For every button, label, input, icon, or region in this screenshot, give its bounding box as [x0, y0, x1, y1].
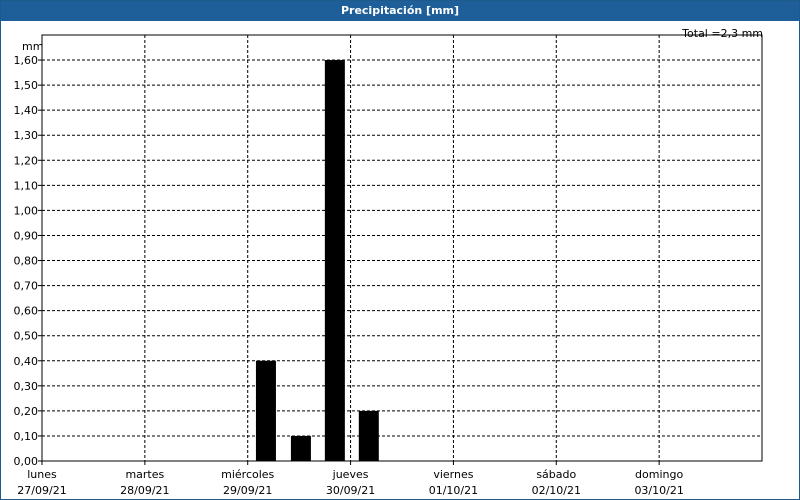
x-date-label: 03/10/21	[634, 484, 683, 497]
x-day-label: viernes	[433, 468, 473, 481]
plot-border	[41, 34, 763, 462]
precip-bar	[255, 360, 276, 461]
x-date-label: 02/10/21	[532, 484, 581, 497]
precip-bar	[324, 60, 345, 461]
x-date-label: 30/09/21	[326, 484, 375, 497]
y-tick-label: 0,30	[14, 380, 39, 393]
y-tick-label: 0,40	[14, 355, 39, 368]
x-day-label: jueves	[332, 468, 369, 481]
axes	[38, 34, 763, 465]
x-day-label: lunes	[27, 468, 57, 481]
x-tick-labels: lunes 27/09/21 martes 28/09/21 miércoles 29/0…	[17, 468, 684, 497]
x-date-label: 27/09/21	[17, 484, 66, 497]
x-day-label: martes	[125, 468, 164, 481]
y-tick-label: 1,50	[14, 79, 39, 92]
x-date-label: 01/10/21	[429, 484, 478, 497]
y-tick-label: 1,60	[14, 54, 39, 67]
x-day-label: domingo	[635, 468, 683, 481]
y-tick-label: 0,10	[14, 430, 39, 443]
y-tick-label: 1,30	[14, 129, 39, 142]
y-tick-label: 1,00	[14, 204, 39, 217]
x-date-label: 29/09/21	[223, 484, 272, 497]
chart-title: Precipitación [mm]	[1, 1, 799, 21]
y-tick-label: 0,00	[14, 455, 39, 468]
grid-lines	[42, 35, 762, 461]
y-tick-label: 0,50	[14, 330, 39, 343]
y-tick-label: 0,90	[14, 229, 39, 242]
x-day-label: sábado	[536, 468, 576, 481]
y-tick-label: 1,20	[14, 154, 39, 167]
y-tick-label: 1,10	[14, 179, 39, 192]
y-tick-label: 0,20	[14, 405, 39, 418]
y-tick-label: 0,60	[14, 305, 39, 318]
y-axis-label: mm	[22, 40, 43, 53]
total-label: Total =2,3 mm	[682, 27, 763, 40]
bars	[255, 60, 379, 461]
x-day-label: miércoles	[221, 468, 274, 481]
precip-bar	[290, 435, 311, 461]
y-tick-labels: 0,00 0,10 0,20 0,30 0,40 0,50 0,60 0,70 0,80 0,90…	[14, 40, 44, 468]
y-tick-label: 1,40	[14, 104, 39, 117]
y-tick-label: 0,70	[14, 280, 39, 293]
precip-bar	[358, 410, 379, 461]
x-date-label: 28/09/21	[120, 484, 169, 497]
y-tick-label: 0,80	[14, 255, 39, 268]
